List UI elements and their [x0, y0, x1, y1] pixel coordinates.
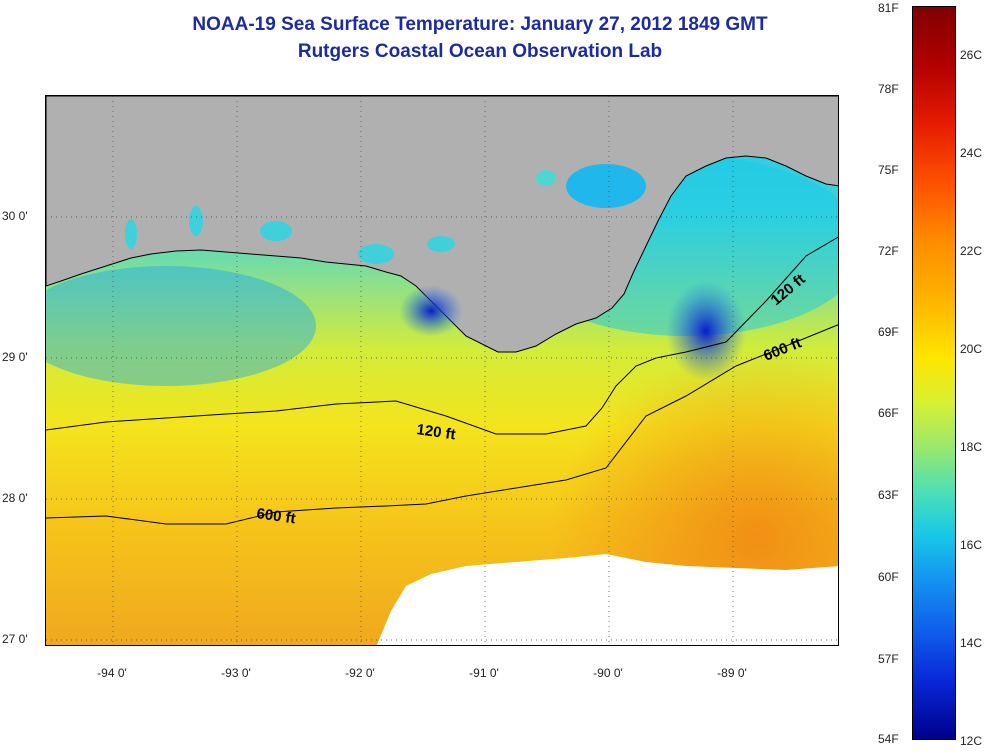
contour-label: 600 ft [255, 505, 296, 527]
colorbar-fahrenheit-label: 78F [878, 82, 899, 96]
longitude-label: -94 0' [97, 666, 127, 680]
land-mass [46, 96, 838, 353]
sst-map: 120 ft 600 ft 120 ft 600 ft [45, 95, 839, 646]
inland-lake [125, 219, 137, 249]
colorbar-celsius-label: 14C [960, 636, 983, 650]
longitude-label: -92 0' [345, 666, 375, 680]
inland-lake [358, 244, 394, 264]
latitude-label: 28 0' [2, 491, 28, 505]
no-data-region [376, 554, 838, 645]
inland-lake [536, 170, 556, 186]
colorbar-fahrenheit-label: 69F [878, 325, 899, 339]
isobath-600ft [46, 324, 838, 525]
colorbar-fahrenheit-label: 72F [878, 244, 899, 258]
cold-water-plume [399, 285, 463, 337]
colorbar-celsius-label: 18C [960, 440, 983, 454]
colorbar-celsius-label: 16C [960, 538, 983, 552]
inland-lake [566, 164, 646, 208]
colorbar-celsius-label: 12C [960, 734, 983, 748]
map-subtitle: Rutgers Coastal Ocean Observation Lab [297, 41, 663, 62]
colorbar-celsius-label: 24C [960, 146, 983, 160]
colorbar-fahrenheit-label: 57F [878, 652, 899, 666]
map-title: NOAA-19 Sea Surface Temperature: January… [192, 14, 768, 35]
colorbar-celsius-label: 22C [960, 244, 983, 258]
longitude-label: -91 0' [469, 666, 499, 680]
blue-shelf-water [46, 266, 316, 386]
temperature-colorbar [912, 6, 956, 740]
cold-water-plume [666, 281, 746, 381]
latitude-label: 30 0' [2, 209, 28, 223]
latitude-label: 27 0' [2, 632, 28, 646]
inland-lake [260, 221, 292, 241]
longitude-label: -93 0' [221, 666, 251, 680]
contour-label: 120 ft [415, 421, 456, 443]
longitude-label: -90 0' [593, 666, 623, 680]
colorbar-fahrenheit-label: 75F [878, 163, 899, 177]
latitude-label: 29 0' [2, 350, 28, 364]
colorbar-fahrenheit-label: 66F [878, 406, 899, 420]
colorbar-celsius-label: 20C [960, 342, 983, 356]
isobath-120ft [46, 236, 838, 435]
colorbar-celsius-label: 26C [960, 48, 983, 62]
longitude-label: -89 0' [717, 666, 747, 680]
colorbar-fahrenheit-label: 81F [878, 1, 899, 15]
inland-lake [189, 206, 203, 236]
colorbar-fahrenheit-label: 54F [878, 732, 899, 746]
inland-lake [427, 236, 455, 252]
colorbar-fahrenheit-label: 60F [878, 570, 899, 584]
colorbar-fahrenheit-label: 63F [878, 488, 899, 502]
